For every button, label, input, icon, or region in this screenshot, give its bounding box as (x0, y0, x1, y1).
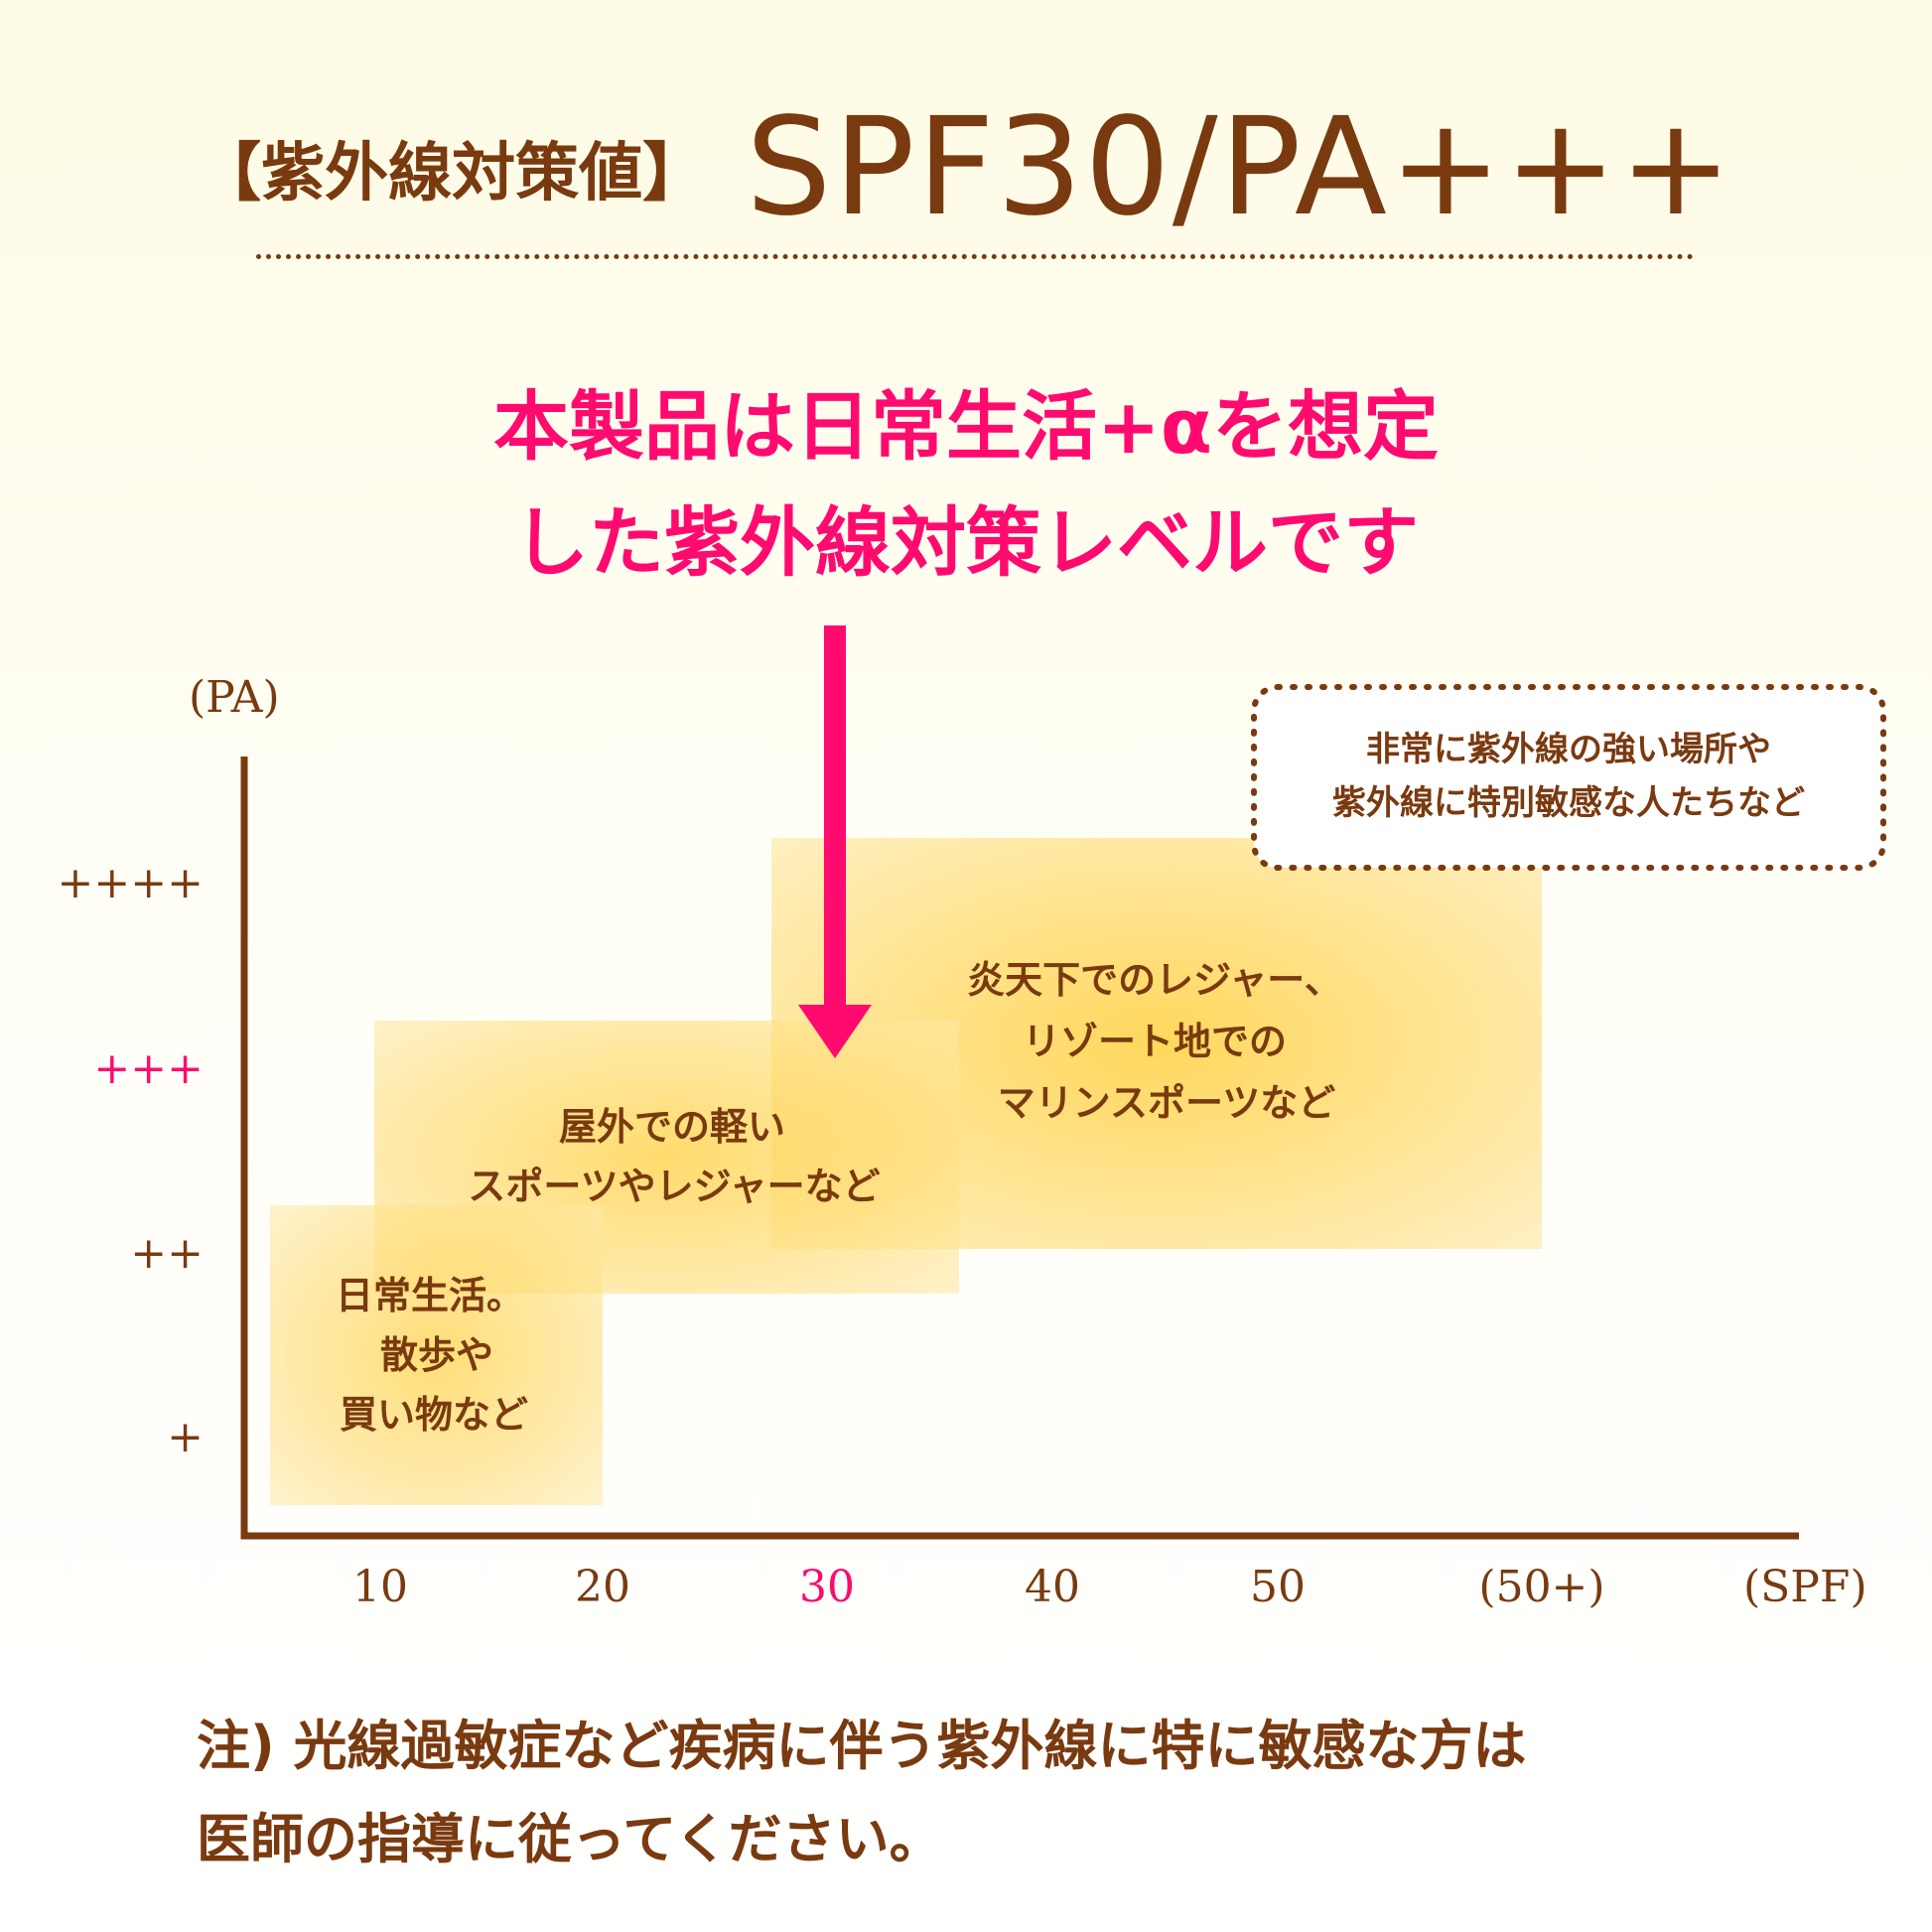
x-tick-50plus: (50+) (1478, 1562, 1604, 1612)
zone-daily-line-3: 買い物など (340, 1393, 528, 1437)
note-line-1: 非常に紫外線の強い場所や (1366, 730, 1771, 769)
y-axis-label: (PA) (189, 672, 280, 723)
x-tick-40: 40 (1025, 1562, 1080, 1612)
zone-daily-line-2: 散歩や (380, 1333, 493, 1377)
y-tick-1: + (167, 1412, 204, 1462)
zone-outdoor-line-2: スポーツやレジャーなど (468, 1165, 880, 1208)
zone-resort-line-1: 炎天下でのレジャー、 (967, 958, 1342, 1002)
x-tick-20: 20 (575, 1562, 630, 1612)
footnote: 注) 光線過敏症など疾病に伴う紫外線に特に敏感な方は 医師の指導に従ってください… (197, 1700, 1785, 1886)
title-divider (256, 254, 1694, 259)
headline-line-1: 本製品は日常生活+αを想定 (493, 382, 1439, 471)
note-box (1251, 684, 1886, 871)
note-line-2: 紫外線に特別敏感な人たちなど (1332, 783, 1805, 823)
title-value: SPF30/PA+++ (746, 89, 1734, 246)
y-tick-3: +++ (93, 1043, 204, 1094)
footnote-line-2: 医師の指導に従ってください。 (197, 1808, 943, 1870)
x-tick-10: 10 (352, 1562, 408, 1612)
x-tick-50: 50 (1250, 1562, 1306, 1612)
chart-axes (240, 757, 1799, 1540)
title-label: 【紫外線対策値】 (198, 137, 707, 210)
y-tick-4: ++++ (58, 858, 204, 908)
zone-resort-line-3: マリンスポーツなど (998, 1081, 1335, 1125)
y-tick-2: ++ (130, 1228, 204, 1279)
x-axis-label: (SPF) (1743, 1562, 1867, 1612)
footnote-line-1: 注) 光線過敏症など疾病に伴う紫外線に特に敏感な方は (197, 1715, 1527, 1777)
zone-outdoor-line-1: 屋外での軽い (559, 1105, 785, 1149)
zone-daily (270, 1205, 603, 1505)
arrow-down-icon (798, 625, 872, 1058)
x-tick-30: 30 (799, 1562, 855, 1612)
headline-line-2: した紫外線対策レベルです (513, 498, 1419, 587)
page-title: 【紫外線対策値】 SPF30/PA+++ (0, 89, 1932, 246)
zone-daily-line-1: 日常生活。 (336, 1274, 524, 1317)
zone-resort-line-2: リゾート地での (1023, 1020, 1287, 1063)
